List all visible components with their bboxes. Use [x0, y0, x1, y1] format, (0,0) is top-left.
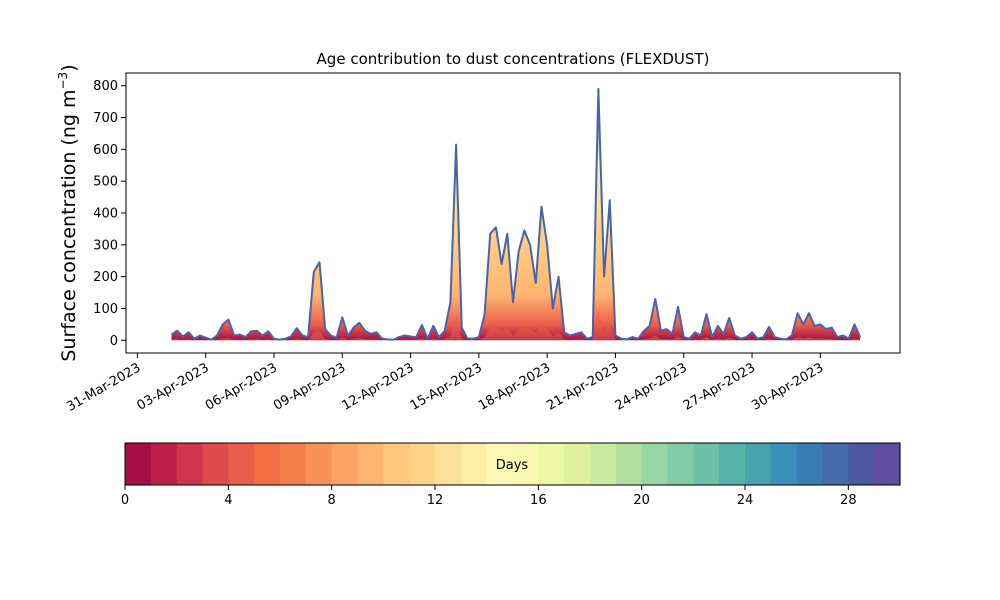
y-tick-label: 400: [93, 207, 118, 222]
age-stacked-area: [171, 88, 861, 341]
x-tick-label: 06-Apr-2023: [203, 360, 280, 413]
colorbar-segment: [280, 443, 307, 485]
plot-area: [170, 87, 862, 341]
y-tick-label: 300: [93, 238, 118, 253]
x-axis: 31-Mar-202303-Apr-202306-Apr-202309-Apr-…: [64, 353, 826, 415]
colorbar-tick-label: 12: [427, 493, 444, 508]
y-tick-label: 700: [93, 111, 118, 126]
colorbar-segment: [228, 443, 255, 485]
x-tick-label: 21-Apr-2023: [544, 360, 621, 413]
colorbar-ticks: 0 4 8 12 16 20 24 28: [121, 485, 857, 508]
colorbar-tick-label: 8: [328, 493, 336, 508]
x-tick-label: 03-Apr-2023: [135, 360, 212, 413]
plot-frame: [125, 72, 901, 354]
colorbar-segment: [848, 443, 875, 485]
young-age-band: [171, 310, 861, 341]
colorbar-segment: [254, 443, 281, 485]
colorbar-segment: [796, 443, 824, 485]
colorbar-frame: [124, 442, 901, 486]
x-tick-label: 27-Apr-2023: [681, 360, 758, 413]
colorbar-segment: [667, 443, 694, 485]
y-tick-label: 600: [93, 143, 118, 158]
colorbar-segment: [486, 443, 514, 485]
colorbar-tick-label: 24: [737, 493, 754, 508]
colorbar-segment: [564, 443, 591, 485]
colorbar-segment: [745, 443, 772, 485]
colorbar-segment: [874, 443, 901, 485]
colorbar-segment: [615, 443, 643, 485]
y-axis: 0 100 200 300 400 500 600 700 800: [93, 79, 126, 349]
colorbar-segment: [538, 443, 565, 485]
colorbar-segment: [202, 443, 229, 485]
x-tick-label: 24-Apr-2023: [613, 360, 690, 413]
colorbar-segment: [641, 443, 669, 485]
x-tick-label: 09-Apr-2023: [271, 360, 348, 413]
colorbar-tick-label: 4: [224, 493, 232, 508]
colorbar-tick-label: 20: [633, 493, 650, 508]
y-tick-label: 500: [93, 175, 118, 190]
y-axis-label-close: ): [58, 64, 80, 71]
y-axis-label-main: Surface concentration (ng m: [58, 90, 80, 362]
x-tick-label: 18-Apr-2023: [476, 360, 553, 413]
y-axis-label: Surface concentration (ng m−3): [56, 64, 80, 361]
colorbar-segment: [331, 443, 359, 485]
colorbar-segment: [176, 443, 204, 485]
y-tick-label: 0: [110, 334, 118, 349]
colorbar-segment: [383, 443, 410, 485]
colorbar-segment: [125, 443, 152, 485]
colorbar-segment: [409, 443, 436, 485]
colorbar-segment: [590, 443, 617, 485]
x-tick-label: 15-Apr-2023: [408, 360, 485, 413]
y-axis-label-sup: −3: [56, 72, 70, 90]
colorbar-segment: [435, 443, 462, 485]
y-tick-label: 800: [93, 79, 118, 94]
colorbar: [125, 443, 901, 485]
colorbar-segment: [305, 443, 333, 485]
total-concentration-line: [170, 87, 862, 341]
colorbar-label: Days: [496, 458, 529, 473]
colorbar-segment: [357, 443, 384, 485]
chart-title: Age contribution to dust concentrations …: [317, 50, 710, 68]
x-tick-label: 31-Mar-2023: [64, 360, 143, 414]
y-tick-label: 200: [93, 270, 118, 285]
colorbar-segment: [719, 443, 746, 485]
colorbar-tick-label: 28: [840, 493, 857, 508]
colorbar-segment: [693, 443, 720, 485]
colorbar-tick-label: 16: [530, 493, 547, 508]
x-tick-label: 12-Apr-2023: [339, 360, 416, 413]
colorbar-segment: [822, 443, 849, 485]
colorbar-segment: [512, 443, 539, 485]
colorbar-tick-label: 0: [121, 493, 129, 508]
x-tick-label: 30-Apr-2023: [749, 360, 826, 413]
colorbar-segment: [770, 443, 798, 485]
y-tick-label: 100: [93, 302, 118, 317]
colorbar-segment: [460, 443, 488, 485]
colorbar-segment: [150, 443, 178, 485]
